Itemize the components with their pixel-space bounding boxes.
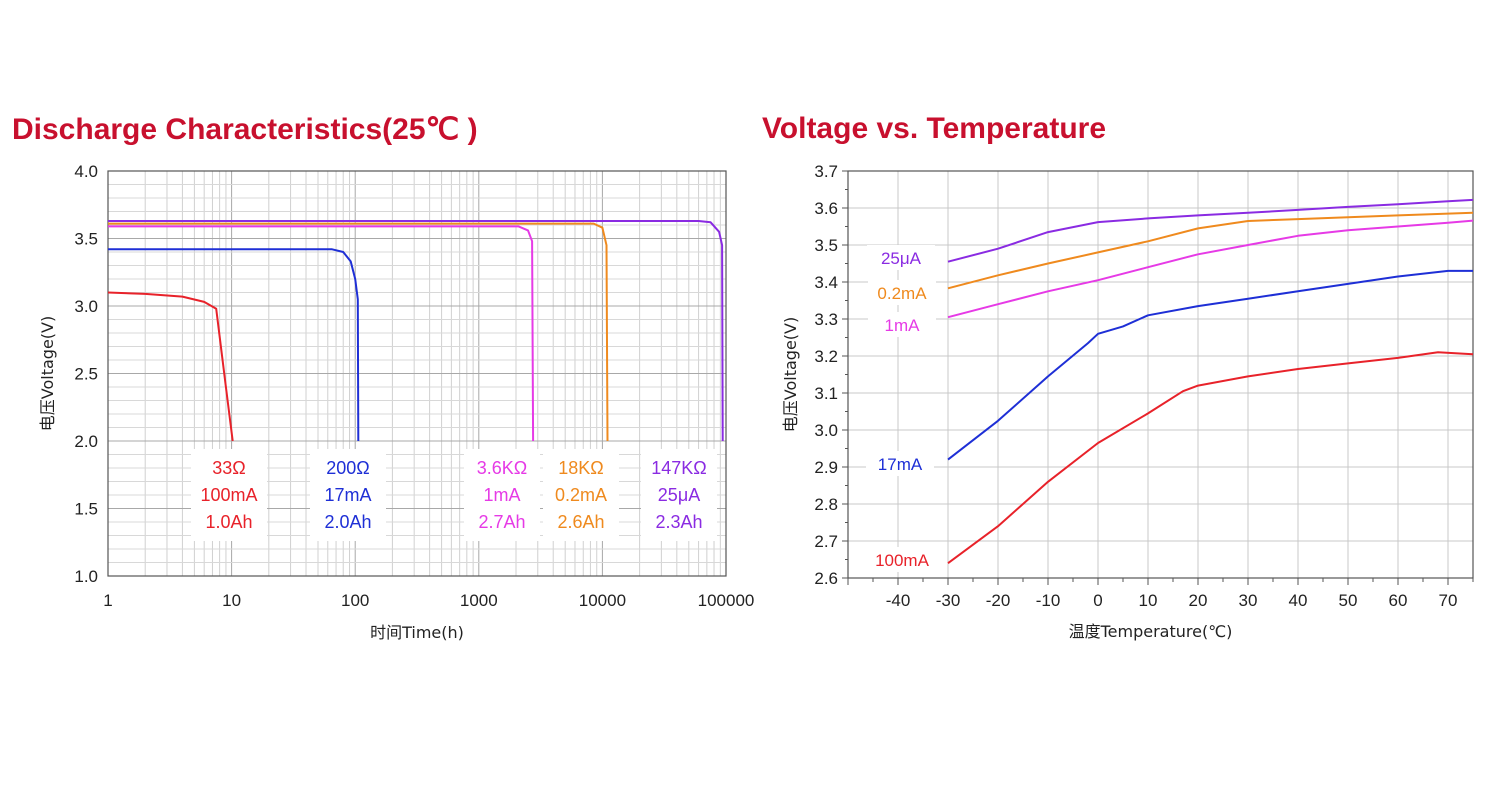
plot1-series-label: 3.6KΩ: [477, 458, 527, 478]
plot1-label-box: [464, 449, 540, 541]
plot1-y-tick-label: 1.5: [74, 500, 98, 519]
plot2-x-tick-label: 10: [1139, 591, 1158, 610]
plot1-series-label: 33Ω: [212, 458, 245, 478]
plot1-series-label: 200Ω: [326, 458, 370, 478]
plot2-series-line: [947, 211, 1474, 290]
plot2-series-line: [947, 198, 1474, 263]
plot2-series-label: 25μA: [881, 249, 922, 268]
plot1-series-line: [108, 248, 360, 442]
plot1-label-box: [543, 449, 619, 541]
plot2-label-box: [867, 245, 935, 270]
plot1-y-axis-label: 电压Voltage(V): [38, 316, 57, 431]
plot2-x-tick-label: -10: [1036, 591, 1061, 610]
plot2-x-tick-label: 30: [1239, 591, 1258, 610]
plot2-y-tick-label: 2.6: [814, 569, 838, 588]
plot2-y-axis-label: 电压Voltage(V): [781, 317, 800, 432]
plot1-series-label: 1.0Ah: [205, 512, 252, 532]
plot2-y-tick-label: 3.4: [814, 273, 838, 292]
plot2-y-tick-label: 3.3: [814, 310, 838, 329]
plot1-series-label: 25μA: [658, 485, 700, 505]
plot2-y-tick-label: 3.7: [814, 162, 838, 181]
discharge-chart-title: Discharge Characteristics(25℃ ): [12, 113, 478, 146]
plot1-x-tick-label: 100000: [698, 591, 755, 610]
plot2-y-tick-label: 2.9: [814, 458, 838, 477]
plot1-x-tick-label: 10000: [579, 591, 626, 610]
plot2-x-tick-label: -30: [936, 591, 961, 610]
plot2-area: [848, 171, 1473, 578]
plot1-series-label: 147KΩ: [651, 458, 707, 478]
plot2-label-box: [868, 312, 936, 337]
plot2-x-tick-label: 0: [1093, 591, 1102, 610]
plot1-y-tick-label: 4.0: [74, 162, 98, 181]
plot2-y-tick-label: 3.5: [814, 236, 838, 255]
plot1-series-line: [108, 220, 724, 442]
plot2-y-tick-label: 3.2: [814, 347, 838, 366]
temperature-chart-title: Voltage vs. Temperature: [762, 112, 1107, 145]
plot1-series-line: [107, 291, 234, 442]
plot2-series-label: 100mA: [875, 551, 930, 570]
plot1-series-label: 2.0Ah: [324, 512, 371, 532]
plot1-frame: [107, 170, 727, 577]
plot2-x-tick-label: 70: [1439, 591, 1458, 610]
plot1-y-tick-label: 2.5: [74, 365, 98, 384]
plot1-series-label: 1mA: [483, 485, 520, 505]
plot1-x-axis-label: 时间Time(h): [370, 623, 464, 642]
plot2-label-box: [866, 451, 934, 476]
plot2-y-tick-label: 2.8: [814, 495, 838, 514]
plot1-series-label: 17mA: [324, 485, 371, 505]
plot2-label-box: [868, 280, 936, 305]
plot1-x-tick-label: 1: [103, 591, 112, 610]
plot1-label-box: [191, 449, 267, 541]
plot2-x-axis-label: 温度Temperature(℃): [1069, 622, 1233, 641]
plot1-series-label: 0.2mA: [555, 485, 607, 505]
plot2-label-box: [868, 547, 936, 572]
plot1-series-label: 100mA: [200, 485, 257, 505]
plot1-x-tick-label: 100: [341, 591, 369, 610]
plot1-x-tick-label: 1000: [460, 591, 498, 610]
plot2-series-label: 0.2mA: [877, 284, 927, 303]
plot2-x-tick-label: -20: [986, 591, 1011, 610]
plot1-series-label: 2.7Ah: [478, 512, 525, 532]
plot2-y-tick-label: 3.1: [814, 384, 838, 403]
plot2-series-label: 1mA: [885, 316, 921, 335]
plot2-y-tick-label: 2.7: [814, 532, 838, 551]
plot2-x-tick-label: -40: [886, 591, 911, 610]
plot1-series-line: [108, 222, 609, 442]
plot1-series-label: 2.3Ah: [655, 512, 702, 532]
plot2-x-tick-label: 20: [1189, 591, 1208, 610]
plot1-y-tick-label: 3.5: [74, 230, 98, 249]
plot1-y-tick-label: 1.0: [74, 567, 98, 586]
plot2-y-tick-label: 3.0: [814, 421, 838, 440]
plot2-series-line: [947, 351, 1474, 565]
plot1-label-box: [310, 449, 386, 541]
plot1-label-box: [641, 449, 717, 541]
plot2-x-tick-label: 50: [1339, 591, 1358, 610]
plot1-y-tick-label: 3.0: [74, 297, 98, 316]
plot1-x-tick-label: 10: [222, 591, 241, 610]
plot2-series-line: [947, 219, 1474, 319]
plot1-y-tick-label: 2.0: [74, 432, 98, 451]
plot2-series-line: [947, 269, 1473, 461]
plot2-x-tick-label: 40: [1289, 591, 1308, 610]
plot2-x-tick-label: 60: [1389, 591, 1408, 610]
plot2-series-label: 17mA: [878, 455, 923, 474]
plot1-series-label: 18KΩ: [558, 458, 603, 478]
plot1-series-line: [108, 225, 535, 442]
plot2-y-tick-label: 3.6: [814, 199, 838, 218]
plot1-series-label: 2.6Ah: [557, 512, 604, 532]
